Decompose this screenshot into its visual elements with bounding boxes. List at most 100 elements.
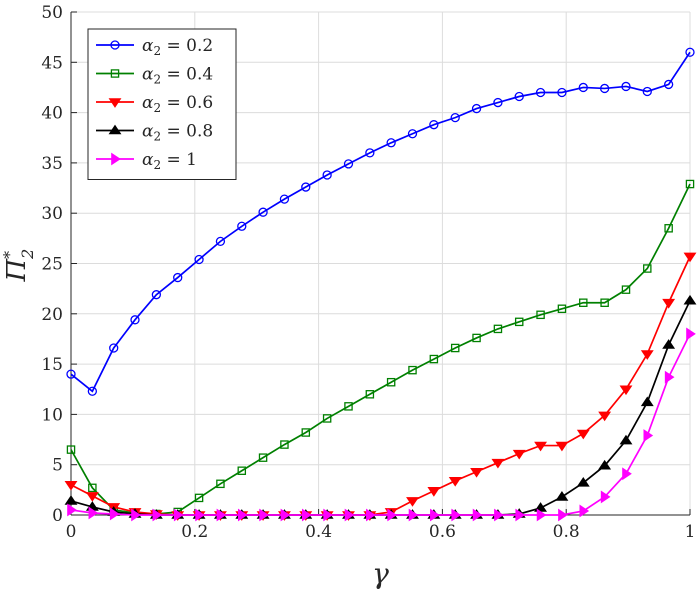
y-tick-label: 10: [41, 405, 63, 425]
data-point: [66, 369, 76, 379]
data-point: [87, 386, 98, 396]
data-point: [427, 487, 441, 497]
data-point: [579, 504, 590, 518]
data-point: [619, 434, 633, 445]
y-tick-label: 50: [41, 3, 63, 23]
legend-entry: α2 = 0.8: [96, 122, 213, 144]
data-point: [493, 97, 503, 108]
axis-labels: γ Π*2: [0, 249, 389, 589]
data-point: [686, 327, 696, 341]
data-point: [64, 481, 78, 491]
data-point: [386, 138, 396, 148]
data-point: [109, 343, 119, 353]
data-point: [621, 81, 631, 92]
data-point: [514, 317, 524, 327]
data-point: [323, 508, 333, 522]
legend-entry: α2 = 0.4: [96, 65, 213, 87]
data-point: [683, 252, 697, 263]
x-tick-label: 0.6: [429, 522, 456, 542]
data-point: [130, 315, 140, 325]
x-tick-label: 1: [685, 522, 696, 542]
data-point: [109, 507, 120, 521]
data-point: [535, 87, 546, 98]
data-point: [108, 124, 122, 135]
data-point: [280, 508, 291, 522]
data-point: [451, 508, 462, 522]
x-tick-label: 0: [66, 522, 77, 542]
data-point: [471, 103, 482, 114]
data-point: [640, 350, 654, 360]
data-point: [598, 459, 612, 470]
data-point: [621, 285, 631, 294]
legend: α2 = 0.2 α2 = 0.4 α2 = 0.6 α2 = 0.8 α2 = 1: [87, 28, 237, 180]
series-line: [70, 333, 691, 516]
x-tick-label: 0.2: [181, 522, 208, 542]
data-point: [194, 493, 204, 503]
data-point: [237, 508, 248, 522]
data-point: [216, 508, 227, 522]
data-point: [622, 467, 632, 481]
data-point: [237, 221, 247, 231]
data-point: [643, 264, 652, 273]
data-point: [322, 414, 332, 423]
series-circle: [66, 47, 695, 396]
data-point: [534, 502, 548, 512]
legend-entry: α2 = 0.6: [96, 93, 213, 115]
data-point: [66, 445, 76, 454]
data-point: [514, 91, 524, 102]
data-point: [664, 224, 673, 233]
data-point: [557, 304, 567, 314]
data-point: [663, 79, 674, 90]
y-tick-label: 15: [41, 355, 63, 375]
data-point: [408, 365, 417, 375]
data-point: [258, 207, 268, 217]
data-point: [237, 466, 247, 475]
data-point: [343, 159, 354, 169]
data-point: [280, 440, 289, 449]
data-point: [344, 402, 353, 411]
data-point: [194, 254, 204, 265]
y-tick-label: 40: [41, 104, 63, 124]
data-point: [322, 170, 332, 180]
legend-label: α2 = 0.6: [142, 93, 213, 115]
data-point: [643, 429, 654, 442]
data-point: [152, 508, 163, 522]
y-tick-label: 30: [41, 204, 63, 224]
data-point: [67, 503, 77, 517]
data-point: [536, 508, 547, 522]
data-point: [642, 86, 652, 97]
data-point: [131, 508, 141, 522]
data-point: [429, 120, 439, 130]
data-point: [576, 476, 590, 487]
data-point: [600, 490, 611, 504]
data-point: [450, 343, 460, 353]
data-point: [407, 129, 418, 139]
series-line: [70, 256, 691, 516]
data-point: [685, 47, 695, 57]
y-tick-label: 20: [41, 305, 63, 325]
data-point: [494, 508, 504, 522]
data-point: [108, 98, 122, 108]
data-point: [662, 339, 676, 349]
data-point: [215, 236, 226, 247]
data-point: [664, 370, 675, 384]
data-point: [259, 508, 269, 522]
data-point: [579, 298, 588, 307]
series-square: [66, 179, 695, 519]
data-point: [683, 294, 697, 305]
data-point: [536, 310, 545, 320]
data-point: [408, 508, 419, 522]
x-axis-label: γ: [372, 557, 389, 589]
data-point: [366, 508, 376, 522]
data-point: [173, 508, 184, 522]
data-point: [470, 467, 484, 478]
y-tick-label: 35: [41, 154, 63, 174]
x-tick-label: 0.8: [553, 522, 580, 542]
series-group: [64, 47, 697, 522]
series-line: [70, 300, 691, 516]
data-point: [493, 324, 503, 334]
data-point: [472, 508, 483, 522]
data-point: [110, 40, 120, 50]
data-point: [386, 377, 396, 387]
